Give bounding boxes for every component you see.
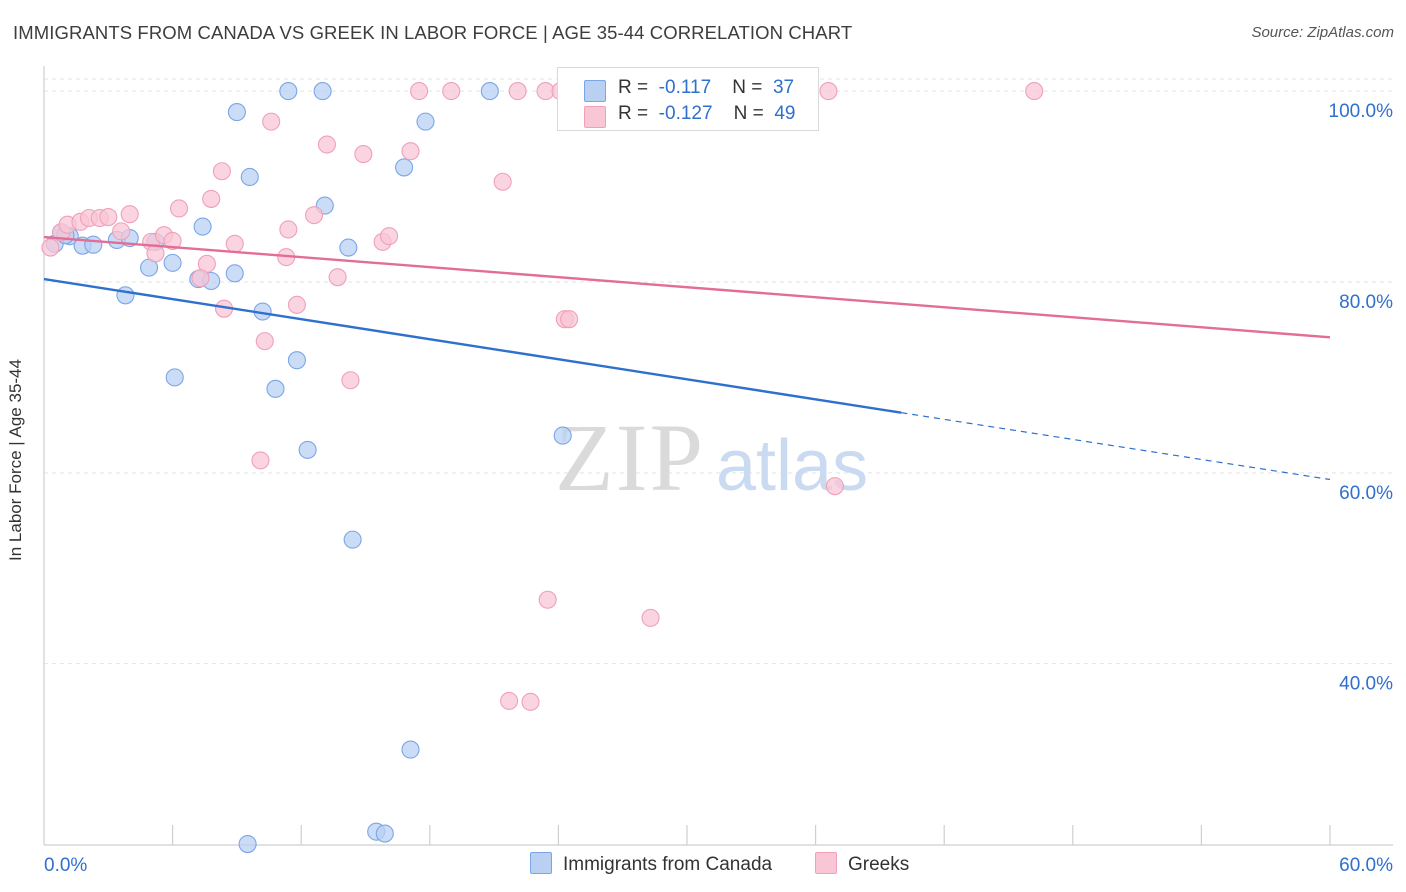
trend-line-greeks: [43, 235, 1331, 339]
point-greeks: [560, 310, 579, 329]
point-greeks: [287, 295, 306, 314]
legend-r-value-canada: -0.117: [658, 77, 712, 98]
point-canada: [240, 167, 259, 187]
point-canada: [339, 238, 358, 257]
chart-title: IMMIGRANTS FROM CANADA VS GREEK IN LABOR…: [13, 22, 853, 43]
point-greeks: [169, 199, 189, 218]
trend-extension-canada: [901, 412, 1331, 481]
point-greeks: [120, 205, 139, 224]
point-greeks: [279, 220, 298, 239]
bottom-legend-label-greeks: Greeks: [848, 854, 910, 875]
point-greeks: [328, 268, 347, 287]
point-greeks: [442, 82, 461, 101]
point-greeks: [536, 82, 555, 101]
watermark-zip: ZIP: [555, 404, 705, 511]
point-canada: [480, 82, 499, 101]
point-greeks: [641, 608, 660, 627]
point-greeks: [825, 477, 844, 496]
y-tick-label: 40.0%: [1339, 674, 1393, 695]
legend-n-value-greeks: 49: [774, 103, 796, 124]
x-tick-label: 0.0%: [44, 855, 87, 876]
point-canada: [279, 82, 298, 101]
point-greeks: [500, 691, 519, 710]
point-greeks: [191, 269, 210, 288]
point-canada: [401, 740, 420, 759]
point-greeks: [410, 82, 429, 101]
point-canada: [225, 264, 244, 283]
point-canada: [395, 158, 414, 177]
point-greeks: [380, 227, 399, 246]
point-greeks: [521, 692, 540, 711]
point-canada: [313, 82, 332, 101]
point-canada: [298, 440, 317, 459]
point-canada: [116, 286, 135, 305]
y-tick-label: 80.0%: [1339, 292, 1393, 313]
source-credit: Source: ZipAtlas.com: [1251, 24, 1394, 41]
legend-r-label: R =: [618, 103, 649, 124]
point-greeks: [251, 451, 270, 470]
point-greeks: [305, 206, 324, 225]
legend-n-label: N =: [733, 103, 764, 124]
point-greeks: [163, 231, 182, 250]
point-canada: [84, 235, 103, 254]
point-greeks: [401, 142, 420, 161]
bottom-legend-canada: Immigrants from Canada: [530, 852, 772, 876]
point-greeks: [493, 172, 512, 191]
data-points: [41, 82, 1044, 854]
point-canada: [287, 351, 306, 370]
point-canada: [163, 253, 182, 272]
y-tick-label: 100.0%: [1329, 101, 1394, 122]
stats-legend: R = -0.117 N = 37 R = -0.127 N = 49: [557, 67, 819, 131]
point-greeks: [508, 82, 527, 101]
trend-lines: [43, 235, 1331, 481]
bottom-legend-swatch-canada: [530, 852, 552, 874]
point-canada: [343, 530, 362, 549]
point-greeks: [41, 238, 60, 257]
tick-labels: 40.0% 60.0% 80.0% 100.0% 0.0% 60.0%: [44, 101, 1393, 876]
bottom-legend-swatch-greeks: [815, 852, 837, 874]
point-greeks: [262, 112, 281, 131]
axes: [43, 66, 1393, 846]
point-canada: [165, 368, 184, 387]
point-greeks: [99, 208, 118, 227]
gridlines: [44, 78, 1395, 665]
point-greeks: [112, 222, 131, 241]
point-canada: [266, 379, 285, 398]
y-tick-label: 60.0%: [1339, 483, 1393, 504]
point-canada: [227, 103, 246, 122]
y-axis-label: In Labor Force | Age 35-44: [6, 359, 25, 561]
point-greeks: [538, 590, 557, 609]
point-canada: [238, 834, 257, 854]
legend-swatch-greeks: [584, 106, 606, 128]
x-tick-label: 60.0%: [1339, 855, 1393, 876]
point-canada: [416, 112, 435, 131]
point-greeks: [317, 135, 336, 154]
legend-n-value-canada: 37: [772, 77, 795, 98]
legend-swatch-canada: [584, 80, 606, 102]
point-greeks: [341, 371, 360, 390]
point-canada: [193, 217, 212, 236]
point-greeks: [819, 82, 838, 101]
point-greeks: [1025, 82, 1044, 101]
watermark-atlas: atlas: [716, 426, 868, 506]
point-greeks: [255, 332, 274, 351]
bottom-legend-greeks: Greeks: [815, 852, 909, 876]
point-greeks: [212, 162, 231, 181]
point-canada: [375, 824, 394, 843]
legend-n-label: N =: [732, 77, 763, 98]
point-greeks: [225, 234, 244, 253]
watermark: ZIP atlas: [555, 404, 868, 511]
point-greeks: [202, 189, 221, 208]
point-greeks: [354, 145, 373, 164]
point-canada: [553, 426, 572, 445]
trend-line-canada: [43, 277, 902, 414]
bottom-legend-label-canada: Immigrants from Canada: [563, 854, 773, 875]
legend-r-label: R =: [618, 77, 649, 98]
legend-r-value-greeks: -0.127: [658, 103, 713, 124]
